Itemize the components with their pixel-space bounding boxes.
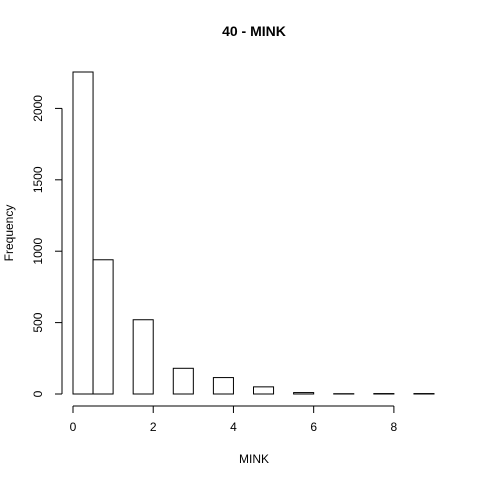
histogram-bars xyxy=(73,72,434,394)
histogram-bar-3 xyxy=(133,320,153,394)
x-tick-label-4: 8 xyxy=(391,420,398,434)
y-axis-label: Frequency xyxy=(2,205,16,262)
y-axis: 0 500 1000 1500 2000 xyxy=(31,95,62,398)
x-tick-label-3: 6 xyxy=(310,420,317,434)
y-tick-label-4: 2000 xyxy=(31,95,45,122)
chart-title: 40 - MINK xyxy=(222,23,286,39)
histogram-bar-0 xyxy=(73,72,93,394)
x-tick-label-2: 4 xyxy=(230,420,237,434)
histogram-bar-7 xyxy=(213,378,233,394)
y-tick-label-2: 1000 xyxy=(31,238,45,265)
histogram-bar-1 xyxy=(93,260,113,394)
x-axis: 0 2 4 6 8 xyxy=(70,406,398,434)
histogram-bar-11 xyxy=(294,393,314,394)
x-axis-label: MINK xyxy=(239,452,269,466)
x-tick-label-1: 2 xyxy=(150,420,157,434)
y-tick-label-1: 500 xyxy=(31,312,45,332)
y-tick-label-3: 1500 xyxy=(31,166,45,193)
histogram-bar-5 xyxy=(173,368,193,394)
x-tick-label-0: 0 xyxy=(70,420,77,434)
y-tick-label-0: 0 xyxy=(31,390,45,397)
histogram-bar-9 xyxy=(254,387,274,394)
